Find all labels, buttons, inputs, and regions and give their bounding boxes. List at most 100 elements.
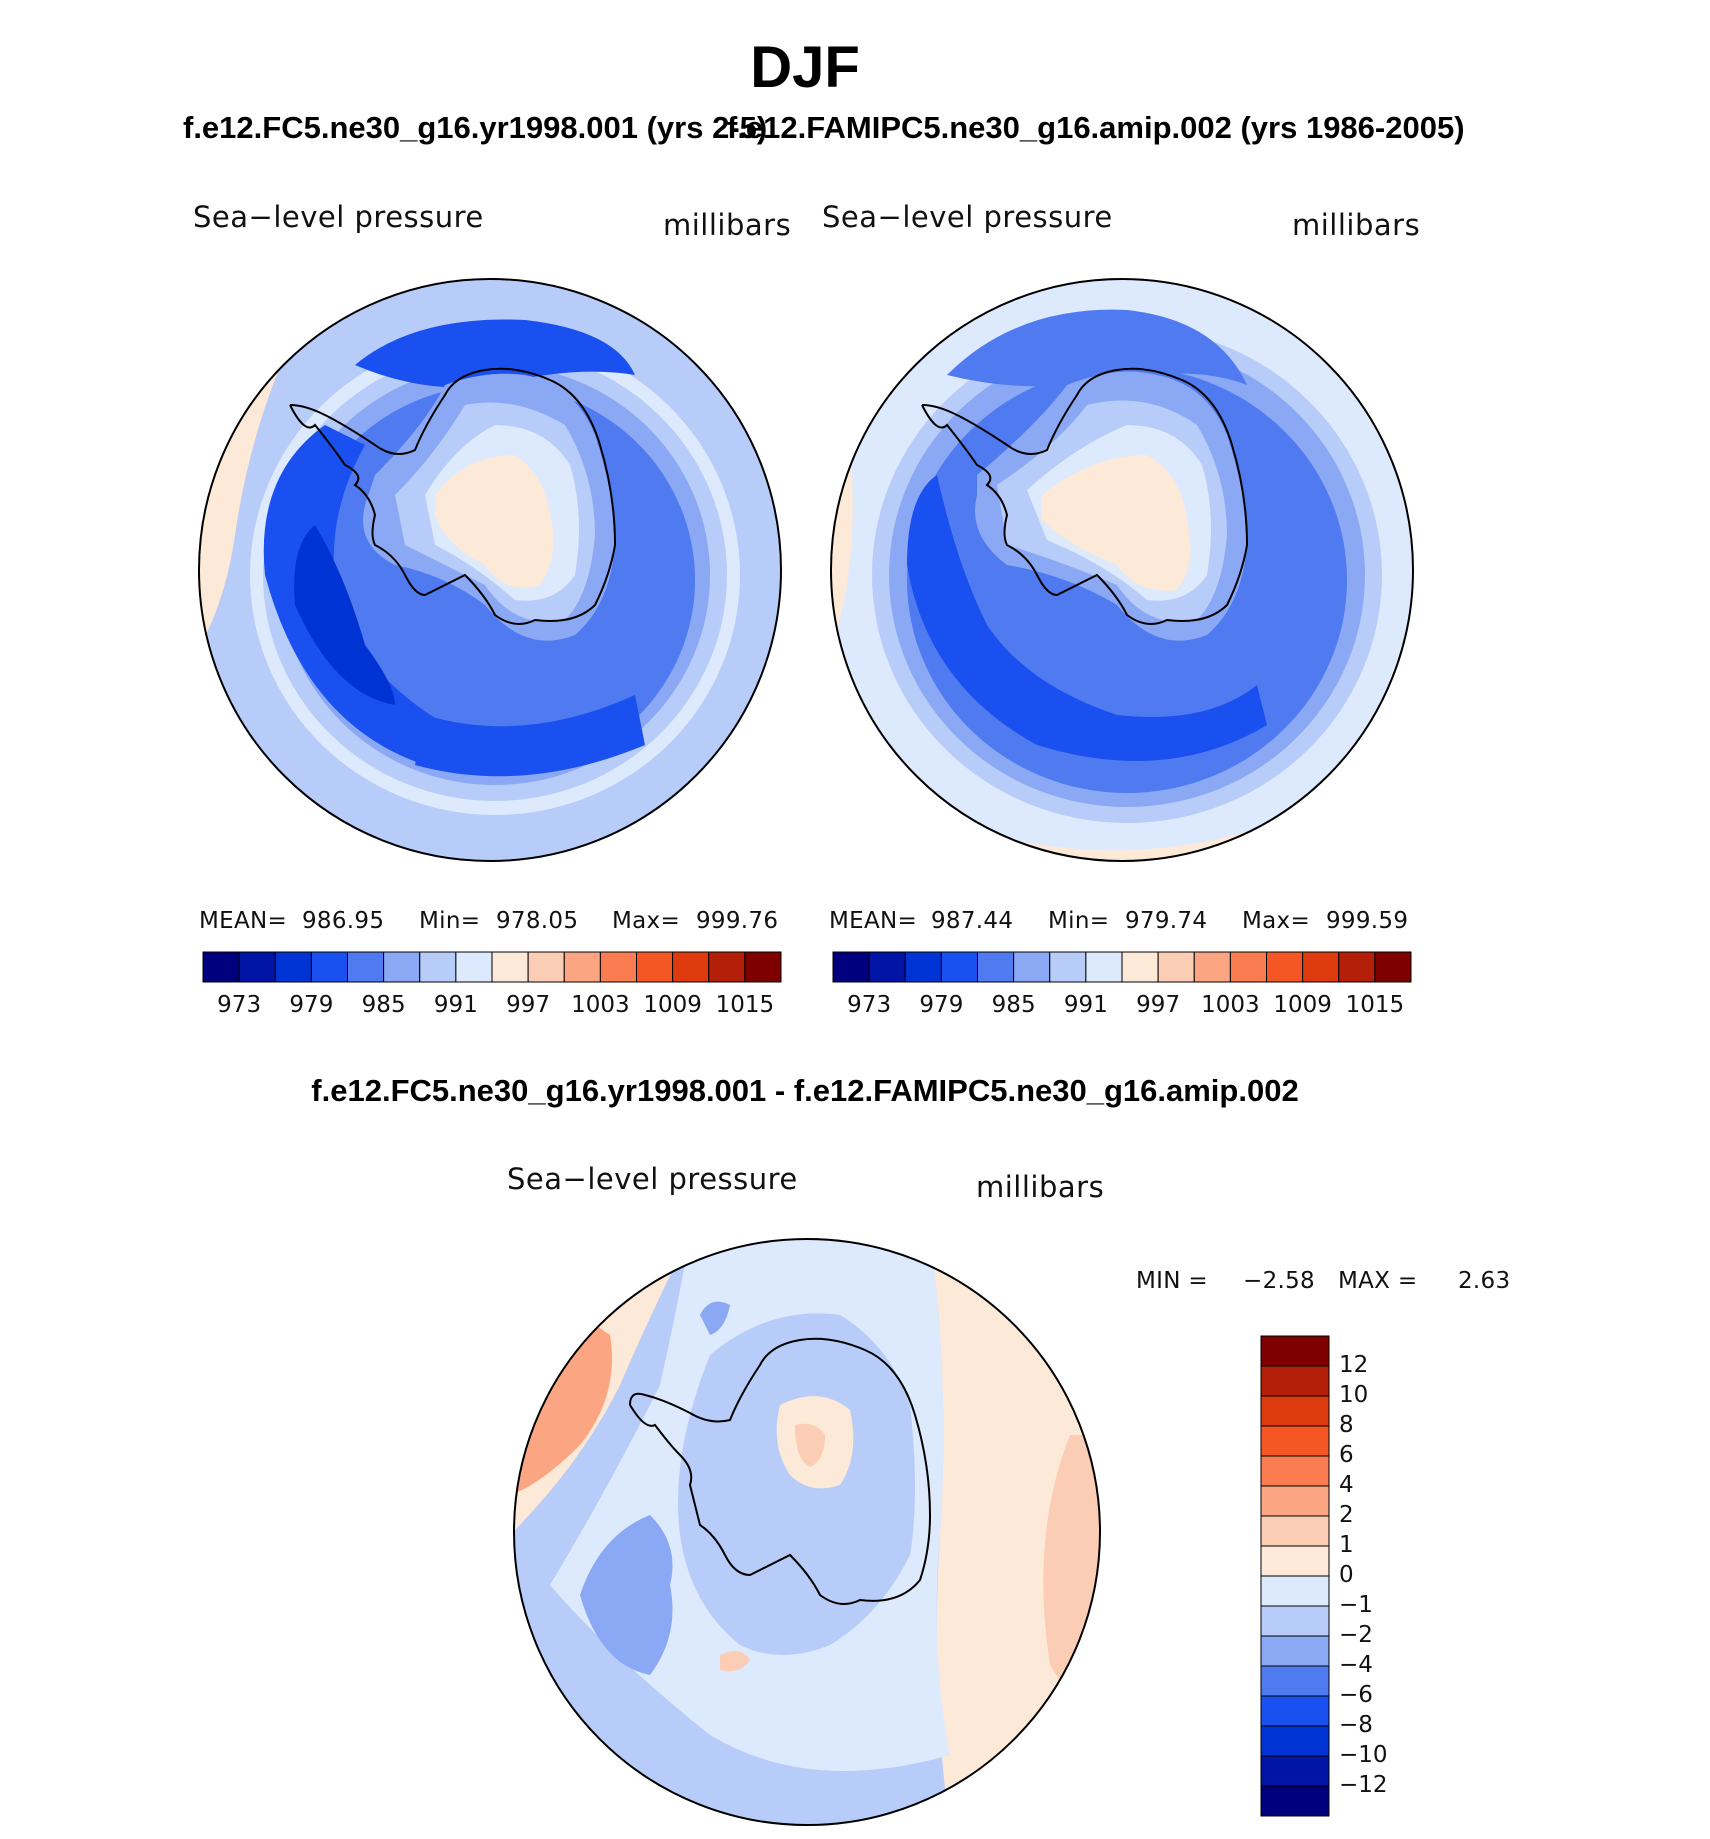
diff-title: f.e12.FC5.ne30_g16.yr1998.001 - f.e12.FA… bbox=[311, 1073, 1299, 1108]
diff-colorbar-box bbox=[1260, 1575, 1330, 1607]
diff-polar-map bbox=[513, 1238, 1101, 1826]
diff-colorbar-tick-label: −2 bbox=[1339, 1622, 1373, 1648]
panel2-colorbar-tick-label: 1009 bbox=[1273, 992, 1332, 1018]
panel2-colorbar-tick-label: 973 bbox=[847, 992, 892, 1018]
panel1-mean-value: 986.95 bbox=[302, 908, 385, 934]
panel2-max-value: 999.59 bbox=[1326, 908, 1409, 934]
panel1-mean-label: MEAN= bbox=[199, 908, 288, 934]
panel1-max-value: 999.76 bbox=[696, 908, 779, 934]
panel1-low-north bbox=[355, 319, 635, 388]
panel1-colorbar-box bbox=[202, 951, 240, 983]
diff-colorbar-tick-label: 6 bbox=[1339, 1442, 1354, 1468]
panel2-coastline bbox=[921, 367, 1249, 625]
diff-colorbar-box bbox=[1260, 1755, 1330, 1787]
panel1-colorbar-box bbox=[274, 951, 312, 983]
panel1-colorbar-tick-label: 997 bbox=[506, 992, 551, 1018]
panel2-colorbar-box bbox=[904, 951, 942, 983]
diff-variable-label: Sea−level pressure bbox=[507, 1162, 798, 1196]
diff-min-value: −2.58 bbox=[1243, 1268, 1315, 1294]
diff-colorbar-tick-label: −10 bbox=[1339, 1742, 1388, 1768]
panel2-colorbar-box bbox=[940, 951, 978, 983]
panel1-case-title: f.e12.FC5.ne30_g16.yr1998.001 (yrs 2-5) bbox=[183, 110, 768, 145]
panel2-colorbar-box bbox=[1157, 951, 1195, 983]
panel2-colorbar-box bbox=[1338, 951, 1376, 983]
diff-colorbar-tick-label: −8 bbox=[1339, 1712, 1373, 1738]
panel1-colorbar-tick-label: 985 bbox=[361, 992, 406, 1018]
panel2-colorbar-box bbox=[868, 951, 906, 983]
panel2-low-west bbox=[907, 475, 1267, 761]
panel2-colorbar-box bbox=[1013, 951, 1051, 983]
panel2-mean-value: 987.44 bbox=[931, 908, 1014, 934]
diff-colorbar-box bbox=[1260, 1515, 1330, 1547]
panel1-colorbar-tick-label: 979 bbox=[289, 992, 334, 1018]
diff-colorbar-tick-label: −4 bbox=[1339, 1652, 1373, 1678]
diff-colorbar-box bbox=[1260, 1635, 1330, 1667]
panel1-colorbar-box bbox=[310, 951, 348, 983]
panel1-colorbar-box bbox=[563, 951, 601, 983]
diff-colorbar-box bbox=[1260, 1725, 1330, 1757]
panel2-colorbar-box bbox=[977, 951, 1015, 983]
panel2-colorbar-tick-label: 985 bbox=[991, 992, 1036, 1018]
diff-colorbar-box bbox=[1260, 1365, 1330, 1397]
diff-colorbar-box bbox=[1260, 1335, 1330, 1367]
panel1-min-label: Min= bbox=[419, 908, 481, 934]
diff-colorbar-tick-label: −12 bbox=[1339, 1772, 1388, 1798]
panel1-colorbar-box bbox=[238, 951, 276, 983]
diff-colorbar-box bbox=[1260, 1395, 1330, 1427]
panel1-colorbar-box bbox=[455, 951, 493, 983]
diff-colorbar-box bbox=[1260, 1455, 1330, 1487]
diff-colorbar-tick-label: 2 bbox=[1339, 1502, 1354, 1528]
panel2-polar-map bbox=[830, 278, 1414, 862]
panel2-colorbar-box bbox=[1266, 951, 1304, 983]
panel2-colorbar-tick-label: 979 bbox=[919, 992, 964, 1018]
panel2-units-label: millibars bbox=[1292, 208, 1421, 242]
diff-colorbar-tick-label: −6 bbox=[1339, 1682, 1373, 1708]
panel2-colorbar-box bbox=[1193, 951, 1231, 983]
panel2-colorbar-box bbox=[1229, 951, 1267, 983]
panel2-colorbar-box bbox=[1049, 951, 1087, 983]
diff-colorbar-box bbox=[1260, 1695, 1330, 1727]
panel1-low-west bbox=[263, 425, 465, 765]
panel2-max-label: Max= bbox=[1242, 908, 1311, 934]
panel1-colorbar-box bbox=[636, 951, 674, 983]
panel1-colorbar-tick-label: 1009 bbox=[643, 992, 702, 1018]
panel1-max-label: Max= bbox=[612, 908, 681, 934]
panel1-colorbar-tick-label: 973 bbox=[217, 992, 262, 1018]
panel2-min-label: Min= bbox=[1048, 908, 1110, 934]
diff-colorbar-box bbox=[1260, 1785, 1330, 1817]
panel2-colorbar-tick-label: 1015 bbox=[1345, 992, 1405, 1018]
diff-colorbar-box bbox=[1260, 1605, 1330, 1637]
panel1-colorbar-box bbox=[708, 951, 746, 983]
diff-colorbar-tick-label: −1 bbox=[1339, 1592, 1373, 1618]
panel1-low-south bbox=[415, 695, 645, 777]
panel1-colorbar-box bbox=[599, 951, 637, 983]
panel2-mean-label: MEAN= bbox=[829, 908, 918, 934]
diff-colorbar-tick-label: 8 bbox=[1339, 1412, 1354, 1438]
panel1-low-core bbox=[294, 525, 395, 705]
panel1-coastline bbox=[289, 367, 617, 625]
panel2-colorbar bbox=[832, 951, 1412, 983]
diff-pos-south bbox=[720, 1651, 750, 1672]
panel1-colorbar-tick-label: 1015 bbox=[715, 992, 775, 1018]
diff-colorbar-box bbox=[1260, 1545, 1330, 1577]
diff-neg-north bbox=[700, 1301, 730, 1335]
panel2-colorbar-tick-label: 991 bbox=[1063, 992, 1108, 1018]
panel1-colorbar-tick-label: 1003 bbox=[571, 992, 630, 1018]
diff-colorbar-tick-label: 0 bbox=[1339, 1562, 1354, 1588]
diff-units-label: millibars bbox=[976, 1170, 1105, 1204]
panel2-variable-label: Sea−level pressure bbox=[822, 200, 1113, 234]
panel2-colorbar-box bbox=[1085, 951, 1123, 983]
diff-colorbar-tick-label: 1 bbox=[1339, 1532, 1354, 1558]
panel2-case-title: f.e12.FAMIPC5.ne30_g16.amip.002 (yrs 198… bbox=[727, 110, 1465, 145]
diff-max-label: MAX = bbox=[1338, 1268, 1418, 1294]
diff-colorbar-box bbox=[1260, 1665, 1330, 1697]
diff-colorbar-tick-label: 12 bbox=[1339, 1352, 1369, 1378]
panel1-variable-label: Sea−level pressure bbox=[193, 200, 484, 234]
panel1-colorbar-box bbox=[419, 951, 457, 983]
diff-colorbar-tick-label: 4 bbox=[1339, 1472, 1354, 1498]
panel1-antarctica-1000 bbox=[435, 455, 554, 588]
panel1-colorbar-box bbox=[527, 951, 565, 983]
panel1-colorbar-box bbox=[383, 951, 421, 983]
panel1-colorbar-box bbox=[347, 951, 385, 983]
panel1-colorbar-box bbox=[744, 951, 782, 983]
